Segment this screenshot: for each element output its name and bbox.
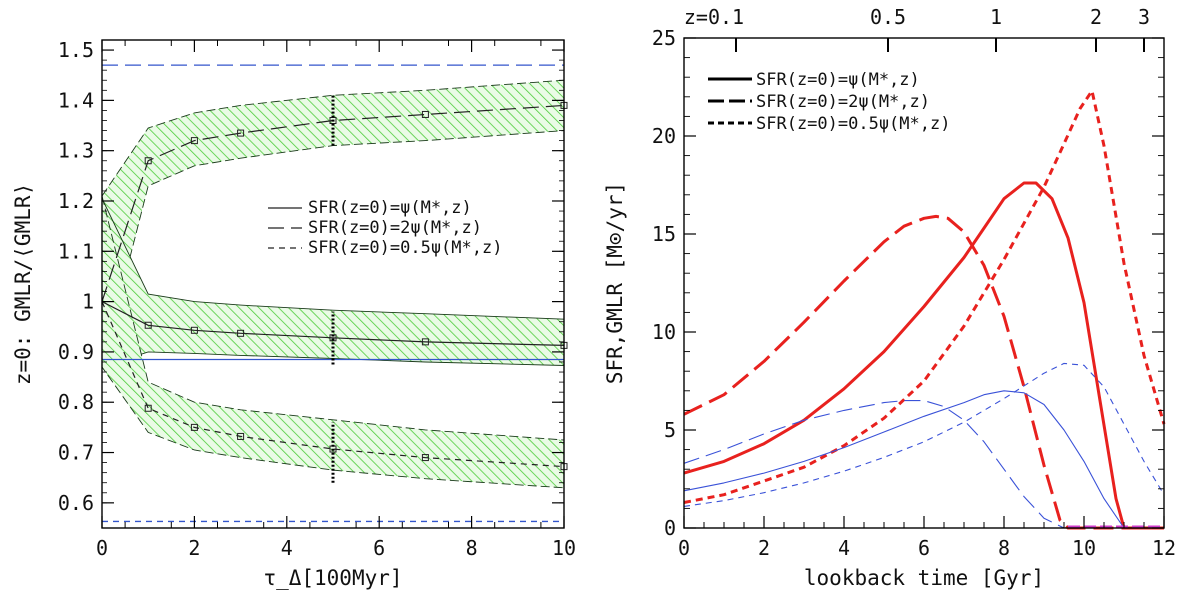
right-ticks: 0 2 4 6 8 10 12 0 5 10 15 20 25 [652,26,1176,560]
sfr-line-2 [683,89,1166,504]
x-tick-label: 4 [838,536,850,560]
left-legend: SFR(z=0)=ψ(M*,z)SFR(z=0)=2ψ(M*,z)SFR(z=0… [268,198,502,258]
redshift-axis: z=0.1 0.5 1 2 3 [684,5,1150,52]
y-tick-label: 1.2 [58,189,94,213]
redshift-label: z=0.1 [684,5,744,29]
left-y-axis-title: z=0: GMLR/⟨GMLR⟩ [11,183,35,385]
y-tick-label: 5 [664,418,676,442]
y-tick-label: 25 [652,26,676,50]
right-x-axis-title: lookback time [Gyr] [804,566,1044,590]
series-line-1 [101,301,565,346]
legend-label: SFR(z=0)=2ψ(M*,z) [308,218,482,238]
y-tick-label: 0.9 [58,340,94,364]
x-tick-label: 12 [1152,536,1176,560]
right-y-axis-title: SFR,GMLR [M⊙/yr] [603,182,627,384]
data-point [190,326,198,334]
y-tick-label: 1.4 [58,88,94,112]
y-tick-label: 0.6 [58,491,94,515]
x-tick-label: 2 [188,536,200,560]
sfr-line-1 [683,214,1164,530]
left-panel: 0 2 4 6 8 10 0.6 0.7 0.8 0.9 1 1.1 1.2 1.3 1.4 1.5 τ_Δ[… [11,38,576,590]
series-line-2 [101,301,565,468]
left-x-axis-title: τ_Δ[100Myr] [263,566,402,590]
y-tick-label: 1.1 [58,239,94,263]
y-tick-label: 1.5 [58,38,94,62]
y-tick-label: 0 [664,516,676,540]
x-tick-label: 6 [373,536,385,560]
redshift-label: 1 [990,5,1002,29]
data-point [190,137,198,145]
data-point [237,432,245,440]
legend-label: SFR(z=0)=2ψ(M*,z) [756,92,930,112]
data-point [421,454,429,462]
y-tick-label: 20 [652,124,676,148]
left-plot-frame [101,39,565,529]
y-tick-label: 0.8 [58,390,94,414]
x-tick-label: 10 [1072,536,1096,560]
legend-label: SFR(z=0)=ψ(M*,z) [756,70,920,90]
right-legend: SFR(z=0)=ψ(M*,z)SFR(z=0)=2ψ(M*,z)SFR(z=0… [708,70,950,134]
y-tick-label: 15 [652,222,676,246]
legend-label: SFR(z=0)=ψ(M*,z) [308,198,472,218]
y-tick-label: 10 [652,320,676,344]
y-tick-label: 0.7 [58,441,94,465]
data-point [237,129,245,137]
series-lines [101,101,568,471]
gmlr-line-5 [683,362,1165,507]
gmlr-line-4 [683,400,1164,529]
legend-label: SFR(z=0)=0.5ψ(M*,z) [756,114,950,134]
redshift-label: 3 [1138,5,1150,29]
x-tick-label: 0 [96,536,108,560]
redshift-label: 0.5 [870,5,906,29]
data-point [144,404,152,412]
data-point [144,157,152,165]
data-point [144,321,152,329]
redshift-label: 2 [1090,5,1102,29]
left-ticks: 0 2 4 6 8 10 0.6 0.7 0.8 0.9 1 1.1 1.2 1.3 1.4 1.5 [58,38,576,560]
x-tick-label: 2 [758,536,770,560]
gmlr-line-3 [683,390,1164,529]
data-point [421,110,429,118]
band-2 [101,195,565,489]
y-tick-label: 1 [82,290,94,314]
x-tick-label: 0 [678,536,690,560]
sfr-gmlr-lines [683,89,1166,530]
series-line-0 [101,104,565,302]
legend-label: SFR(z=0)=0.5ψ(M*,z) [308,238,502,258]
data-point [421,338,429,346]
x-tick-label: 8 [466,536,478,560]
x-tick-label: 6 [918,536,930,560]
data-point [190,423,198,431]
x-tick-label: 10 [552,536,576,560]
y-tick-label: 1.3 [58,139,94,163]
x-tick-label: 8 [998,536,1010,560]
data-point [237,329,245,337]
x-tick-label: 4 [281,536,293,560]
